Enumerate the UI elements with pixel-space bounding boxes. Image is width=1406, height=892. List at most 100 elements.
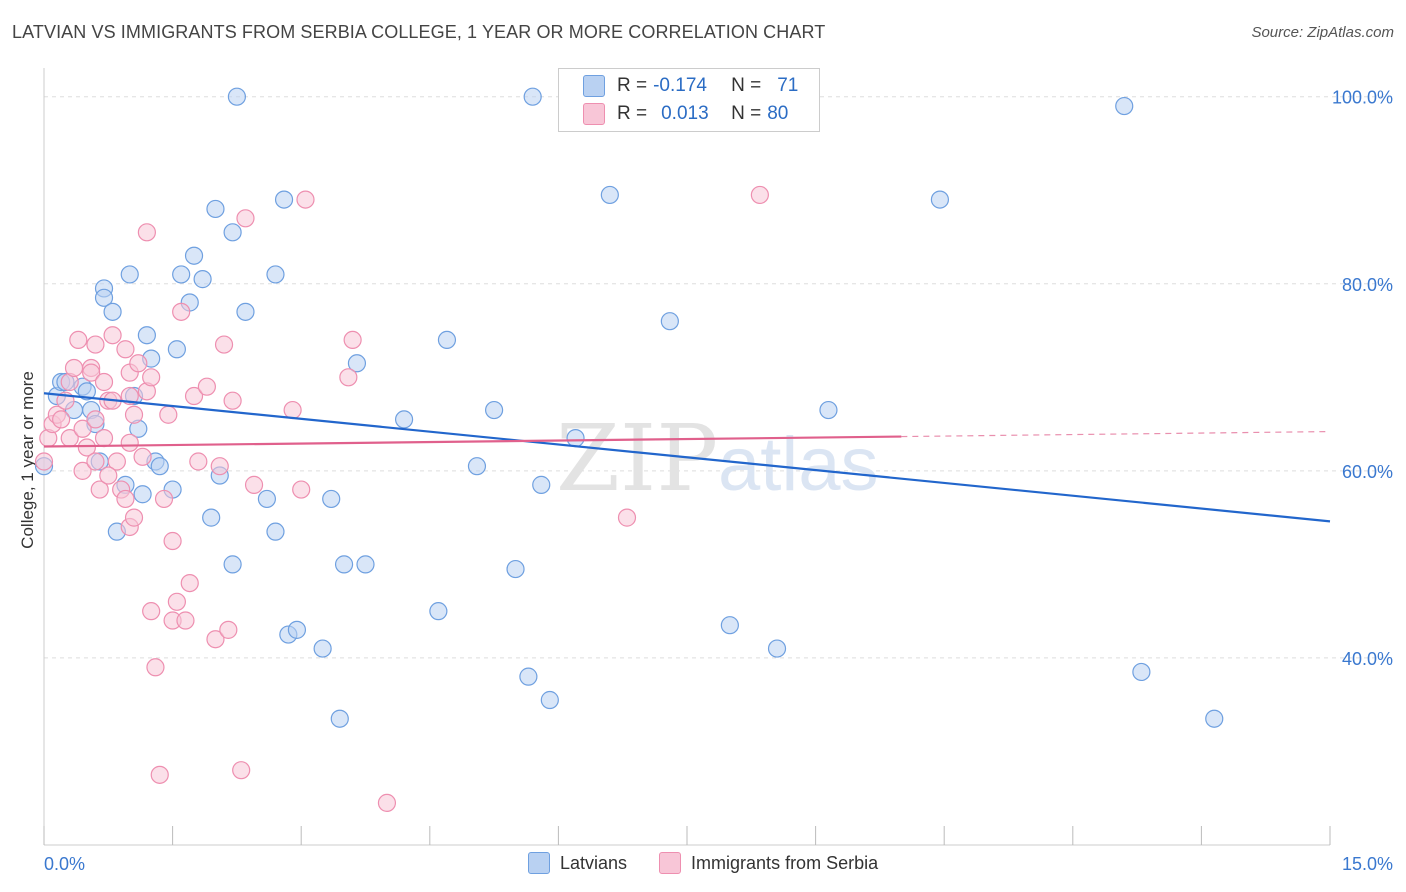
serbia-point [180, 573, 199, 593]
latvians-point [506, 559, 525, 579]
latvians-point [930, 190, 950, 209]
stats-row-serbia: R = 0.013 N = 80 [583, 103, 788, 125]
serbia-point [133, 447, 152, 466]
latvians-point [519, 667, 538, 686]
latvians-point [193, 270, 212, 289]
serbia-point [154, 489, 174, 509]
latvians-point [660, 312, 679, 331]
latvians-swatch [583, 75, 605, 97]
serbia-point [214, 335, 234, 354]
latvians-point [532, 475, 551, 494]
serbia-point [94, 429, 114, 448]
x-tick-label-max: 15.0% [1342, 854, 1393, 874]
latvians-point [540, 690, 559, 710]
serbia-point [150, 765, 169, 784]
latvians-point [720, 616, 739, 635]
latvians-point [236, 302, 255, 321]
serbia-point [232, 761, 251, 780]
r-label: R = [617, 75, 648, 96]
serbia-point [236, 209, 255, 228]
latvians-point [1115, 96, 1134, 116]
serbia-point [197, 377, 216, 396]
serbia-point [69, 330, 88, 350]
serbia-point [73, 419, 92, 438]
serbia-point [189, 452, 208, 471]
serbia-point [377, 793, 397, 813]
latvians-point [322, 489, 341, 509]
series-serbia [34, 185, 769, 813]
n-value-serbia: 80 [767, 103, 789, 124]
y-tick-label: 80.0% [1342, 275, 1393, 295]
legend-item-latvians[interactable]: Latvians [528, 852, 627, 874]
serbia-point [244, 475, 264, 494]
latvians-point [437, 330, 457, 350]
serbia-point [94, 372, 114, 392]
serbia-point [86, 452, 105, 471]
latvians-point [467, 457, 487, 476]
latvians-point [767, 639, 787, 658]
latvians-point [94, 288, 114, 307]
latvians-point [137, 326, 156, 345]
legend-label-latvians: Latvians [560, 852, 628, 873]
serbia-point [124, 508, 144, 527]
serbia-point [210, 457, 229, 476]
stats-row-latvians: R = -0.174 N = 71 [583, 75, 798, 97]
serbia-point [116, 340, 135, 359]
grid-lines [44, 96, 1395, 659]
r-value-serbia: 0.013 [661, 103, 709, 124]
serbia-point [339, 368, 358, 387]
legend-label-serbia: Immigrants from Serbia [691, 852, 879, 873]
latvians-point [172, 265, 191, 284]
serbia-point [99, 466, 118, 485]
latvians-point [202, 508, 221, 527]
serbia-point [172, 302, 191, 321]
n-value-latvians: 71 [777, 75, 799, 96]
latvians-point [133, 485, 152, 504]
y-tick-label: 40.0% [1342, 649, 1393, 669]
serbia-point [124, 405, 144, 424]
latvians-point [313, 639, 332, 658]
latvians-point [523, 87, 542, 106]
latvians-point [566, 429, 585, 448]
latvians-point [1132, 662, 1151, 682]
serbia-swatch [659, 852, 682, 874]
latvians-point [330, 709, 349, 728]
serbia-point [176, 611, 195, 630]
y-tick-labels: 40.0% 60.0% 80.0% 100.0% [1332, 88, 1393, 669]
serbia-point [82, 363, 101, 382]
legend: Latvians Immigrants from Serbia [528, 852, 900, 874]
serbia-point [77, 438, 96, 457]
serbia-point [73, 461, 92, 480]
serbia-point [86, 410, 105, 429]
serbia-point [142, 602, 161, 621]
stats-legend-box: R = -0.174 N = 71 R = 0.013 N = 80 [558, 68, 820, 132]
latvians-point [600, 185, 619, 205]
latvians-point [429, 602, 448, 621]
latvians-point [266, 265, 285, 284]
r-label: R = [617, 103, 648, 124]
serbia-trend-line [43, 435, 902, 448]
serbia-point [292, 480, 311, 499]
legend-item-serbia[interactable]: Immigrants from Serbia [659, 852, 878, 874]
latvians-point [223, 223, 242, 242]
chart-title: LATVIAN VS IMMIGRANTS FROM SERBIA COLLEG… [12, 22, 826, 42]
serbia-point [129, 354, 148, 373]
serbia-point [90, 480, 109, 499]
serbia-point [116, 489, 135, 509]
latvians-point [167, 340, 186, 359]
serbia-point [146, 658, 165, 677]
latvians-point [334, 555, 354, 574]
r-value-latvians: -0.174 [653, 75, 707, 96]
serbia-trend-line-extension [901, 430, 1331, 438]
latvians-point [103, 302, 122, 321]
latvians-point [394, 410, 414, 429]
source-label: Source: ZipAtlas.com [1251, 24, 1394, 41]
serbia-point [64, 358, 84, 378]
serbia-point [296, 190, 315, 209]
latvians-point [257, 489, 277, 509]
serbia-point [206, 630, 225, 649]
n-label: N = [731, 103, 762, 124]
latvians-swatch [528, 852, 550, 874]
serbia-point [617, 508, 637, 527]
